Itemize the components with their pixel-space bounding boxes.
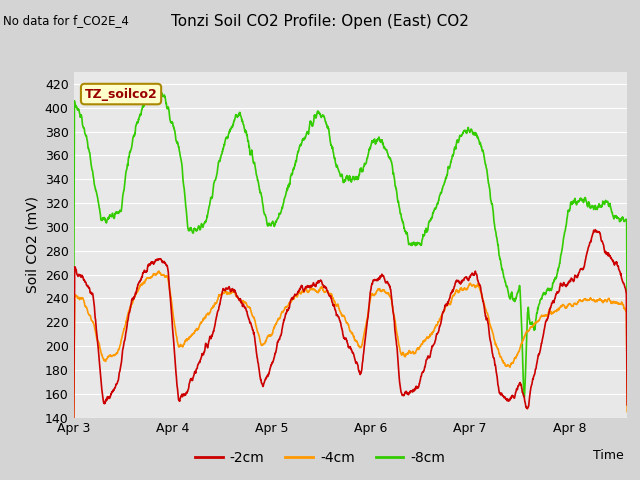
-4cm xyxy=(324,290,332,296)
Legend: -2cm, -4cm, -8cm: -2cm, -4cm, -8cm xyxy=(189,445,451,471)
-8cm xyxy=(623,340,631,346)
-4cm xyxy=(339,312,347,318)
-2cm xyxy=(623,402,631,408)
-4cm xyxy=(506,363,514,369)
-8cm xyxy=(324,126,332,132)
-8cm xyxy=(520,394,528,400)
Line: -4cm: -4cm xyxy=(74,271,627,440)
-4cm xyxy=(70,437,77,443)
-4cm xyxy=(607,300,615,306)
Line: -2cm: -2cm xyxy=(74,230,627,425)
Text: Tonzi Soil CO2 Profile: Open (East) CO2: Tonzi Soil CO2 Profile: Open (East) CO2 xyxy=(171,14,469,29)
Y-axis label: Soil CO2 (mV): Soil CO2 (mV) xyxy=(26,196,39,293)
-8cm xyxy=(98,217,106,223)
-8cm xyxy=(607,207,615,213)
-2cm xyxy=(324,290,332,296)
-4cm xyxy=(98,352,106,358)
Line: -8cm: -8cm xyxy=(74,91,627,397)
-8cm xyxy=(70,339,77,345)
-4cm xyxy=(607,300,615,305)
-4cm xyxy=(155,268,163,274)
-4cm xyxy=(623,409,631,415)
-8cm xyxy=(506,295,514,300)
-8cm xyxy=(150,88,157,94)
-8cm xyxy=(608,209,616,215)
Text: TZ_soilco2: TZ_soilco2 xyxy=(84,87,157,100)
-2cm xyxy=(98,387,106,393)
-8cm xyxy=(339,179,347,185)
-2cm xyxy=(607,256,615,262)
-2cm xyxy=(607,255,615,261)
-2cm xyxy=(591,227,599,233)
-2cm xyxy=(70,422,77,428)
Text: No data for f_CO2E_4: No data for f_CO2E_4 xyxy=(3,14,129,27)
Text: Time: Time xyxy=(593,449,624,462)
-2cm xyxy=(506,396,513,402)
-2cm xyxy=(339,331,347,337)
